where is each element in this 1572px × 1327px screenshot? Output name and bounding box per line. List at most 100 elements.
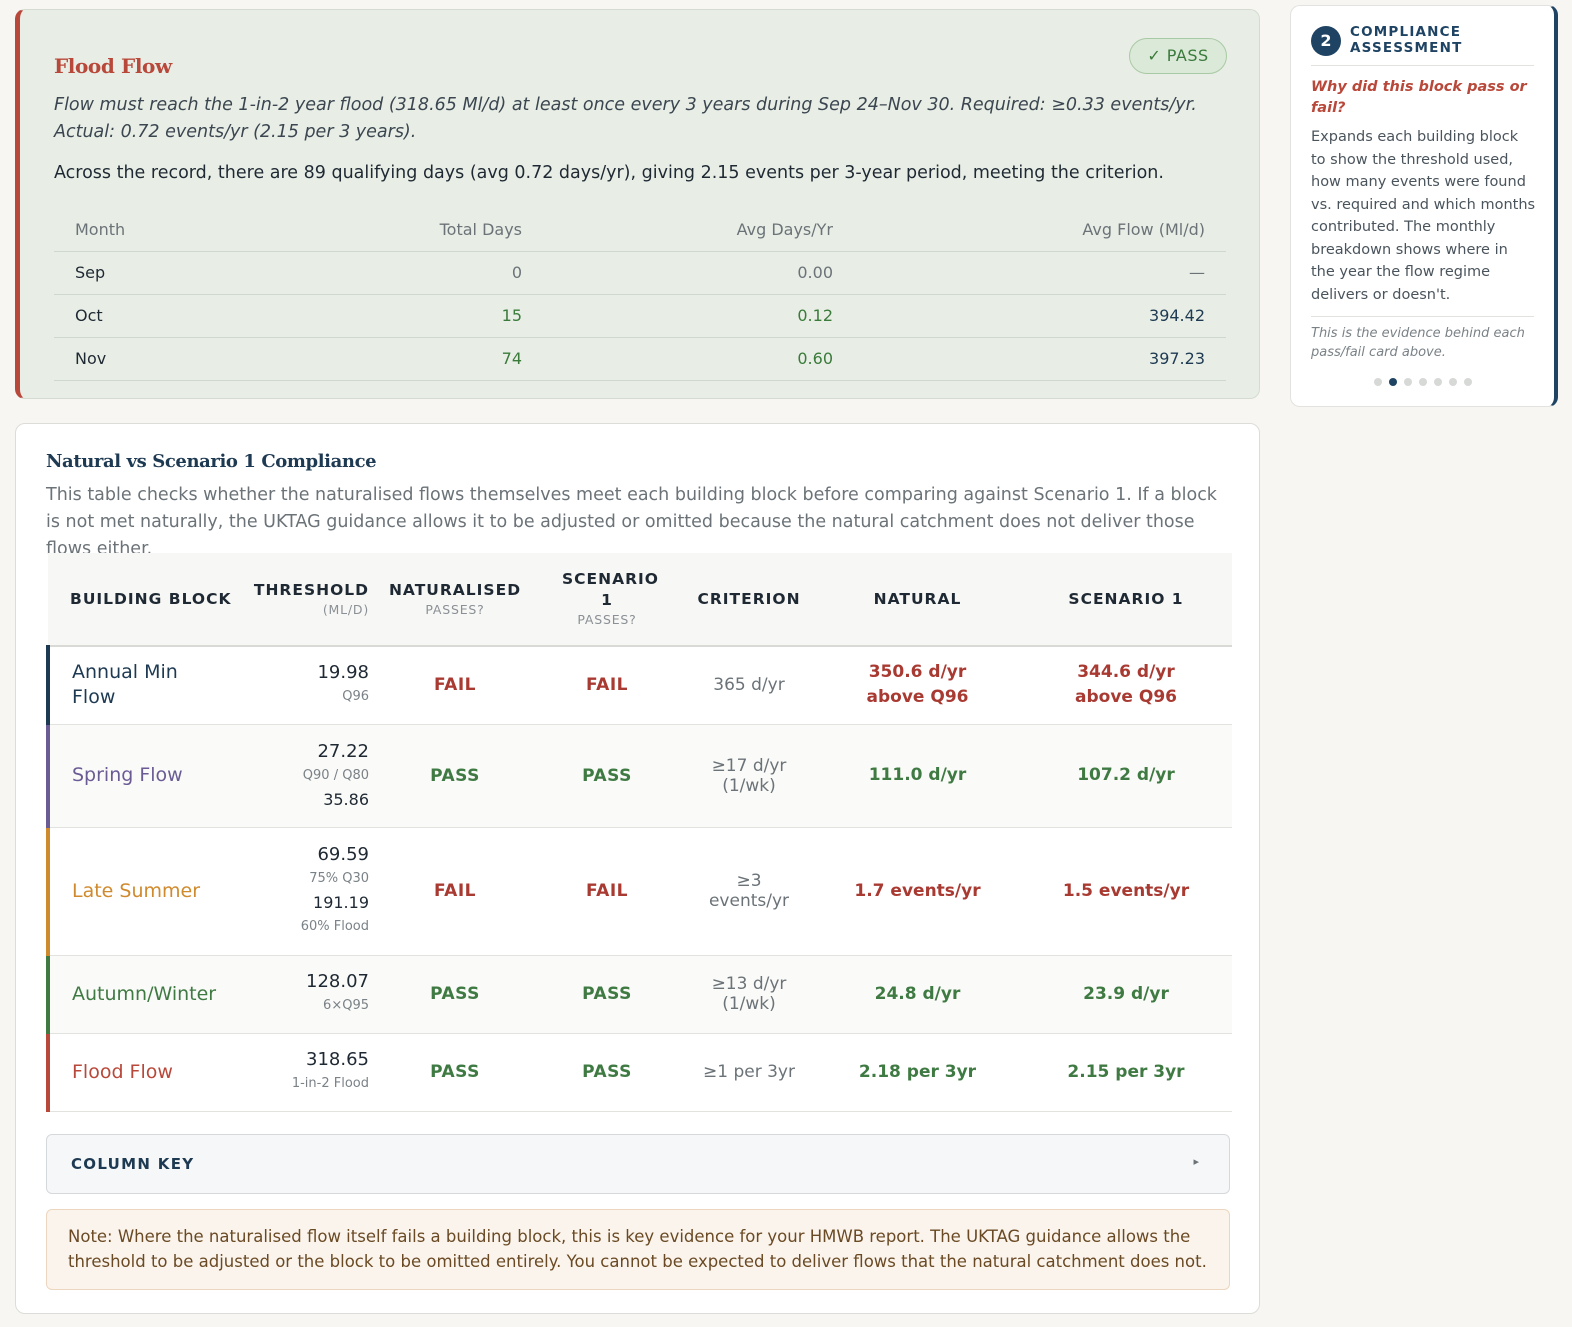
month-cell: Sep [54, 251, 254, 295]
expand-arrow-icon: ▸ [1193, 1155, 1199, 1168]
month-cell: Nov [54, 337, 254, 381]
pagination-dots [1291, 378, 1554, 386]
building-block-name: Flood Flow [46, 1033, 239, 1112]
page-dot[interactable] [1373, 378, 1382, 386]
threshold-value-secondary: 35.86 [323, 789, 369, 809]
naturalised-passes: PASS [379, 1033, 531, 1112]
avg-days-cell: 0.60 [543, 337, 854, 381]
natural-result: 111.0 d/yr [815, 724, 1020, 828]
criterion-cell: ≥17 d/yr (1/wk) [683, 724, 815, 828]
building-block-name: Late Summer [46, 827, 239, 956]
table-row: Annual Min Flow 19.98 Q96 FAIL FAIL 365 d/yr 3… [46, 646, 1232, 725]
threshold-cell: 318.65 1-in-2 Flood [239, 1033, 379, 1112]
page-dot-active[interactable] [1388, 378, 1397, 386]
table-row: Autumn/Winter 128.07 6×Q95 PASS PASS ≥13 d/yr… [46, 955, 1232, 1034]
scenario-header-sub: PASSES? [577, 612, 637, 627]
threshold-basis: 75% Q30 [309, 871, 369, 886]
status-badge: ✓ PASS [1129, 38, 1227, 74]
month-cell: Oct [54, 294, 254, 338]
scenario-result: 23.9 d/yr [1020, 955, 1232, 1034]
divider [1311, 316, 1534, 317]
naturalised-passes: PASS [379, 724, 531, 828]
threshold-value: 27.22 [317, 740, 369, 762]
building-block-name: Autumn/Winter [46, 955, 239, 1034]
flood-flow-summary: Across the record, there are 89 qualifyi… [54, 163, 1164, 183]
column-header-scenario-passes: SCENARIO 1 PASSES? [531, 553, 683, 647]
scenario-header-label: SCENARIO 1 [562, 570, 659, 609]
natural-result: 2.18 per 3yr [815, 1033, 1020, 1112]
threshold-header-label: THRESHOLD [253, 580, 369, 599]
naturalised-passes: FAIL [379, 827, 531, 956]
scenario-result: 1.5 events/yr [1020, 827, 1232, 956]
column-key-label: COLUMN KEY [71, 1155, 195, 1173]
natural-result: 1.7 events/yr [815, 827, 1020, 956]
scenario-passes: FAIL [531, 646, 683, 725]
threshold-cell: 19.98 Q96 [239, 646, 379, 725]
compliance-card: Natural vs Scenario 1 Compliance This ta… [15, 423, 1260, 1314]
threshold-cell: 128.07 6×Q95 [239, 955, 379, 1034]
page-dot[interactable] [1403, 378, 1412, 386]
naturalised-header-sub: PASSES? [425, 601, 485, 617]
flood-flow-title: Flood Flow [54, 54, 172, 78]
natural-result: 350.6 d/yr above Q96 [815, 646, 1020, 725]
guidance-note: Note: Where the naturalised flow itself … [46, 1209, 1230, 1290]
threshold-value: 69.59 [317, 844, 369, 865]
compliance-description: This table checks whether the naturalise… [46, 485, 1217, 559]
threshold-basis: Q90 / Q80 [302, 767, 369, 783]
scenario-passes: PASS [531, 724, 683, 828]
column-key-toggle[interactable]: COLUMN KEY ▸ [46, 1134, 1230, 1194]
criterion-cell: ≥1 per 3yr [683, 1033, 815, 1112]
monthly-breakdown-table: Month Total Days Avg Days/Yr Avg Flow (M… [54, 209, 1226, 381]
divider [1311, 65, 1534, 66]
threshold-header-unit: (ML/D) [322, 601, 369, 617]
threshold-value: 19.98 [317, 662, 369, 684]
scenario-result: 107.2 d/yr [1020, 724, 1232, 828]
guide-footnote: This is the evidence behind each pass/fa… [1311, 326, 1525, 360]
criterion-cell: ≥3 events/yr [683, 827, 815, 956]
flood-flow-card: Flood Flow ✓ PASS Flow must reach the 1-… [15, 9, 1260, 399]
naturalised-passes: PASS [379, 955, 531, 1034]
table-row: Oct 15 0.12 394.42 [54, 294, 1226, 338]
scenario-passes: PASS [531, 1033, 683, 1112]
column-header-natural: NATURAL [815, 553, 1020, 647]
natural-result: 24.8 d/yr [815, 955, 1020, 1034]
criterion-cell: 365 d/yr [683, 646, 815, 725]
page-dot[interactable] [1448, 378, 1457, 386]
page-dot[interactable] [1433, 378, 1442, 386]
column-header-naturalised: NATURALISED PASSES? [379, 553, 531, 647]
guide-heading: COMPLIANCE ASSESSMENT [1350, 24, 1463, 56]
column-header-total-days: Total Days [254, 209, 543, 252]
scenario-result: 344.6 d/yr above Q96 [1020, 646, 1232, 725]
compliance-table: BUILDING BLOCK THRESHOLD (ML/D) NATURALI… [46, 553, 1232, 1112]
flood-flow-description: Flow must reach the 1-in-2 year flood (3… [54, 95, 1197, 142]
avg-flow-cell: 397.23 [854, 337, 1226, 381]
naturalised-header-label: NATURALISED [388, 580, 522, 599]
avg-flow-cell: — [854, 251, 1226, 295]
column-header-scenario-result: SCENARIO 1 [1020, 553, 1232, 647]
scenario-passes: PASS [531, 955, 683, 1034]
column-header-avg-days: Avg Days/Yr [543, 209, 854, 252]
scenario-passes: FAIL [531, 827, 683, 956]
guide-card: 2 COMPLIANCE ASSESSMENT Why did this blo… [1290, 5, 1558, 407]
total-days-cell: 74 [254, 337, 543, 381]
threshold-value: 128.07 [306, 971, 369, 992]
column-header-building-block: BUILDING BLOCK [48, 553, 239, 647]
table-row: Flood Flow 318.65 1-in-2 Flood PASS PASS ≥1 p… [46, 1033, 1232, 1112]
criterion-cell: ≥13 d/yr (1/wk) [683, 955, 815, 1034]
table-row: Sep 0 0.00 — [54, 251, 1226, 295]
threshold-basis: 1-in-2 Flood [291, 1076, 369, 1091]
table-row: Nov 74 0.60 397.23 [54, 337, 1226, 381]
building-block-name: Annual Min Flow [46, 646, 239, 725]
total-days-cell: 0 [254, 251, 543, 295]
scenario-result: 2.15 per 3yr [1020, 1033, 1232, 1112]
page-dot[interactable] [1463, 378, 1472, 386]
page-dot[interactable] [1418, 378, 1427, 386]
threshold-value: 318.65 [306, 1049, 369, 1070]
avg-days-cell: 0.00 [543, 251, 854, 295]
avg-days-cell: 0.12 [543, 294, 854, 338]
table-row: Spring Flow 27.22 Q90 / Q80 35.86 PASS PASS ≥1… [46, 724, 1232, 828]
guide-question: Why did this block pass or fail? [1311, 79, 1527, 116]
guide-body: Expands each building block to show the … [1311, 129, 1536, 303]
column-header-criterion: CRITERION [683, 553, 815, 647]
threshold-cell: 69.59 75% Q30 191.19 60% Flood [239, 827, 379, 956]
